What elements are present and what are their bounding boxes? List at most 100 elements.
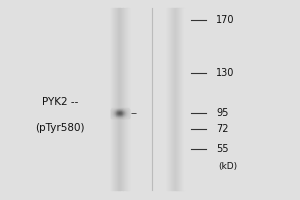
Bar [125, 117, 126, 118]
Bar [117, 112, 118, 113]
Bar [114, 112, 115, 113]
Bar [117, 8, 118, 190]
Bar [127, 114, 128, 115]
Bar [111, 111, 112, 112]
Bar [125, 116, 126, 117]
Bar [112, 117, 113, 118]
Bar [116, 111, 117, 112]
Bar [123, 109, 124, 110]
Bar [113, 110, 114, 111]
Bar [114, 116, 115, 117]
Bar [116, 113, 117, 114]
Text: (pTyr580): (pTyr580) [35, 123, 85, 133]
Bar [115, 114, 116, 115]
Bar [126, 117, 127, 118]
Bar [119, 8, 120, 190]
Bar [118, 114, 119, 115]
Bar [119, 111, 120, 112]
Bar [112, 116, 113, 117]
Bar [122, 114, 123, 115]
Bar [112, 111, 113, 112]
Bar [121, 115, 122, 116]
Bar [122, 8, 123, 190]
Bar [121, 111, 122, 112]
Bar [126, 116, 127, 117]
Bar [128, 109, 129, 110]
Bar [121, 117, 122, 118]
Bar [119, 114, 120, 115]
Bar [123, 114, 124, 115]
Bar [129, 111, 130, 112]
Bar [172, 8, 173, 190]
Bar [113, 109, 114, 110]
Bar [125, 114, 126, 115]
Bar [170, 8, 171, 190]
Bar [125, 112, 126, 113]
Bar [129, 117, 130, 118]
Bar [121, 113, 122, 114]
Bar [127, 113, 128, 114]
Bar [113, 112, 114, 113]
Bar [117, 111, 118, 112]
Text: 130: 130 [216, 68, 234, 78]
Bar [124, 113, 125, 114]
Bar [112, 115, 113, 116]
Bar [120, 116, 121, 117]
Bar [124, 111, 125, 112]
Text: 72: 72 [216, 124, 229, 134]
Bar [116, 116, 117, 117]
Bar [129, 114, 130, 115]
Bar [114, 117, 115, 118]
Bar [117, 109, 118, 110]
Bar [111, 112, 112, 113]
Bar [122, 117, 123, 118]
Bar [122, 115, 123, 116]
Bar [112, 112, 113, 113]
Bar [122, 111, 123, 112]
Bar [120, 115, 121, 116]
Bar [118, 112, 119, 113]
Bar [128, 111, 129, 112]
Bar [114, 109, 115, 110]
Bar [117, 113, 118, 114]
Bar [126, 113, 127, 114]
Bar [123, 116, 124, 117]
Bar [126, 109, 127, 110]
Bar [113, 8, 114, 190]
Bar [113, 114, 114, 115]
Bar [119, 110, 120, 111]
Bar [177, 8, 178, 190]
Bar [180, 8, 181, 190]
Bar [168, 8, 169, 190]
Bar [169, 8, 170, 190]
Bar [111, 110, 112, 111]
Bar [115, 110, 116, 111]
Text: PYK2 --: PYK2 -- [42, 97, 78, 107]
Bar [115, 111, 116, 112]
Bar [126, 114, 127, 115]
Text: 170: 170 [216, 15, 235, 25]
Bar [111, 109, 112, 110]
Bar [124, 112, 125, 113]
Bar [118, 110, 119, 111]
Bar [116, 114, 117, 115]
Bar [123, 117, 124, 118]
Bar [129, 109, 130, 110]
Bar [120, 111, 121, 112]
Bar [119, 116, 120, 117]
Bar [112, 8, 113, 190]
Bar [111, 114, 112, 115]
Bar [113, 117, 114, 118]
Bar [119, 117, 120, 118]
Bar [123, 110, 124, 111]
Bar [127, 8, 128, 190]
Bar [120, 114, 121, 115]
Bar [128, 117, 129, 118]
Bar [120, 112, 121, 113]
Bar [123, 115, 124, 116]
Bar [120, 110, 121, 111]
Bar [174, 8, 175, 190]
Bar [122, 109, 123, 110]
Bar [117, 117, 118, 118]
Bar [118, 111, 119, 112]
